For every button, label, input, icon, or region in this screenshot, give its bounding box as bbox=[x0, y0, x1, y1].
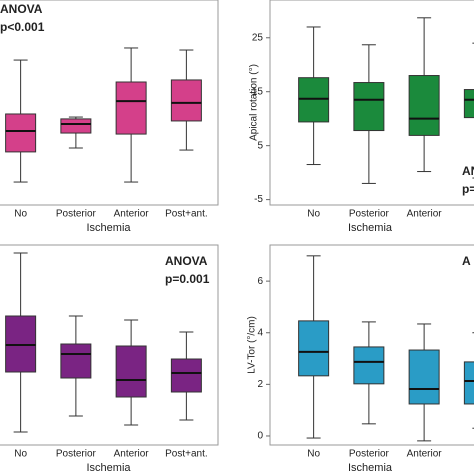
y-tick-label: 6 bbox=[257, 276, 263, 287]
x-tick-label: Anterior bbox=[114, 209, 150, 220]
y-tick-label: 5 bbox=[257, 140, 263, 151]
y-tick-label: 0 bbox=[257, 431, 263, 442]
annotation: AN bbox=[462, 164, 474, 178]
panel-frame bbox=[269, 0, 474, 206]
y-axis-label: Apical rotation (°) bbox=[249, 64, 260, 141]
annotation: ANOVA bbox=[165, 254, 208, 268]
annotation: ANOVA bbox=[0, 2, 43, 16]
annotation: p= bbox=[462, 182, 474, 196]
box bbox=[353, 346, 385, 385]
y-tick-label: -5 bbox=[254, 194, 263, 205]
annotation: A bbox=[462, 254, 471, 268]
box bbox=[353, 82, 385, 132]
x-tick-label: Post+ant. bbox=[165, 209, 208, 220]
annotation: p=0.001 bbox=[165, 272, 210, 286]
x-tick-label: Anterior bbox=[407, 449, 443, 460]
annotation: p<0.001 bbox=[0, 20, 45, 34]
y-tick-label: 2 bbox=[257, 379, 263, 390]
panel-frame bbox=[0, 0, 219, 206]
x-tick-label: No bbox=[14, 209, 27, 220]
x-axis-label: Ischemia bbox=[86, 222, 131, 234]
panel-frame bbox=[269, 244, 474, 446]
box bbox=[463, 361, 474, 405]
box bbox=[408, 349, 440, 405]
x-tick-label: Posterior bbox=[349, 449, 390, 460]
x-tick-label: No bbox=[307, 209, 320, 220]
y-tick-label: 15 bbox=[252, 86, 264, 97]
box bbox=[60, 118, 92, 134]
box bbox=[408, 75, 440, 136]
y-tick-label: 25 bbox=[252, 32, 264, 43]
box bbox=[115, 81, 147, 135]
x-axis-label: Ischemia bbox=[348, 462, 393, 474]
box bbox=[463, 89, 474, 119]
x-tick-label: Posterior bbox=[349, 209, 390, 220]
box bbox=[5, 113, 37, 153]
y-tick-label: 4 bbox=[257, 327, 263, 338]
x-tick-label: Posterior bbox=[56, 209, 97, 220]
box bbox=[115, 345, 147, 398]
x-tick-label: Post+ant. bbox=[165, 449, 208, 460]
x-tick-label: Anterior bbox=[114, 449, 150, 460]
x-tick-label: No bbox=[14, 449, 27, 460]
x-axis-label: Ischemia bbox=[86, 462, 131, 474]
x-tick-label: No bbox=[307, 449, 320, 460]
box bbox=[170, 79, 202, 122]
box bbox=[170, 358, 202, 393]
box bbox=[298, 320, 330, 377]
y-axis-label: LV-Tor (°/cm) bbox=[247, 316, 258, 374]
x-tick-label: Anterior bbox=[407, 209, 443, 220]
panel-frame bbox=[0, 244, 219, 446]
x-axis-label: Ischemia bbox=[348, 222, 393, 234]
x-tick-label: Posterior bbox=[56, 449, 97, 460]
box bbox=[60, 343, 92, 379]
box bbox=[298, 77, 330, 123]
